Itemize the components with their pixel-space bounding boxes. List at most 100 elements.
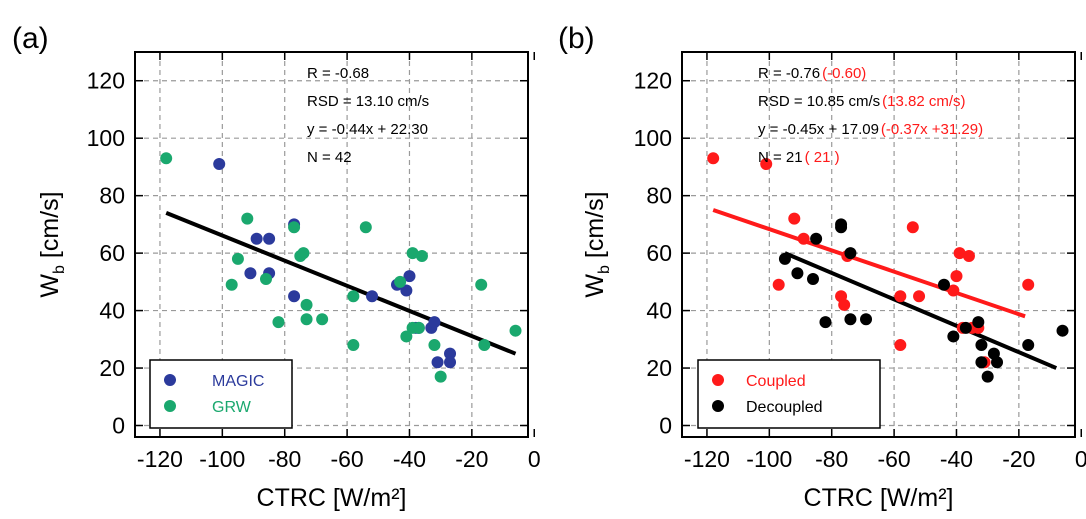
y-tick-label: 20	[99, 355, 125, 381]
data-point-grw	[300, 313, 313, 326]
data-point-decoupled	[991, 356, 1004, 369]
stat-value: N = 42	[307, 149, 352, 166]
data-point-coupled	[894, 290, 907, 303]
data-point-grw	[231, 252, 244, 265]
data-point-grw	[260, 272, 272, 285]
y-tick-label: 60	[646, 240, 672, 266]
stat-line: RSD = 10.85 cm/s (13.82 cm/s)	[758, 93, 966, 110]
data-point-magic	[244, 267, 257, 280]
x-tick-label: -100	[746, 446, 792, 472]
y-tick-label: 100	[87, 125, 125, 151]
stat-extra: (13.82 cm/s)	[882, 93, 965, 110]
data-point-magic	[403, 270, 416, 283]
data-point-grw	[509, 324, 522, 337]
data-point-coupled	[797, 232, 810, 245]
data-point-grw	[400, 330, 413, 343]
plot-frame	[134, 51, 529, 438]
data-point-decoupled	[844, 247, 857, 260]
data-point-decoupled	[807, 272, 819, 285]
data-point-grw	[434, 370, 447, 383]
x-tick-label: -40	[393, 446, 426, 472]
data-point-magic	[444, 356, 457, 369]
data-point-decoupled	[791, 267, 804, 280]
y-axis-label: Wb [cm/s]	[581, 191, 613, 297]
data-point-grw	[225, 278, 238, 291]
panel-b: (b) -120 -100 -80 -60 -40 -20 0 0 20 40 60 80 100 120 C…	[558, 22, 1086, 512]
data-point-coupled	[950, 270, 963, 283]
data-point-magic	[250, 232, 263, 245]
legend-marker-decoupled	[712, 400, 724, 412]
legend-marker-grw	[164, 400, 176, 412]
fit-line	[165, 211, 517, 356]
stat-value: y = -0.45x + 17.09	[758, 121, 879, 138]
stat-value: N = 21	[758, 149, 803, 166]
data-point-decoupled	[947, 330, 960, 343]
data-point-decoupled	[778, 252, 791, 265]
data-point-coupled	[788, 212, 801, 225]
data-point-decoupled	[975, 339, 988, 352]
x-tick-label: -80	[268, 446, 301, 472]
x-tick-label: -20	[455, 446, 488, 472]
legend: Coupled Decoupled	[697, 359, 881, 429]
y-tick-label: 0	[659, 413, 672, 439]
stat-value: R = -0.68	[307, 65, 369, 82]
data-point-magic	[400, 284, 413, 297]
legend-label-grw: GRW	[212, 399, 252, 416]
x-tick-label: -120	[684, 446, 730, 472]
stat-line: R = -0.68	[307, 65, 369, 82]
data-point-grw	[475, 278, 488, 291]
x-tick-label: -60	[877, 446, 910, 472]
data-point-coupled	[947, 284, 960, 297]
data-point-grw	[297, 247, 310, 260]
fit-line	[784, 251, 1058, 370]
stat-line: N = 42	[307, 149, 352, 166]
y-tick-label: 80	[99, 183, 125, 209]
legend-marker-coupled	[712, 374, 724, 386]
legend-marker-magic	[164, 374, 176, 386]
x-tick-label: -60	[330, 446, 363, 472]
x-tick-label: -20	[1002, 446, 1035, 472]
data-point-coupled	[894, 339, 907, 352]
data-point-coupled	[772, 278, 785, 291]
y-tick-label: 80	[646, 183, 672, 209]
stat-value: R = -0.76	[758, 65, 820, 82]
y-axis-label: Wb [cm/s]	[36, 191, 68, 297]
data-point-grw	[478, 339, 491, 352]
data-point-grw	[347, 290, 360, 303]
y-axis-label-main: W	[581, 274, 609, 298]
legend-box	[149, 359, 293, 429]
stat-extra: ( 21 )	[805, 149, 840, 166]
panel-label: (b)	[558, 22, 595, 55]
data-point-coupled	[913, 290, 926, 303]
stat-line: RSD = 13.10 cm/s	[307, 93, 429, 110]
data-point-decoupled	[835, 218, 848, 231]
data-point-decoupled	[844, 313, 857, 326]
data-point-decoupled	[959, 321, 972, 334]
y-tick-label: 0	[112, 413, 125, 439]
x-tick-label: -100	[199, 446, 245, 472]
data-point-grw	[347, 339, 360, 352]
legend-box	[697, 359, 881, 429]
data-point-coupled	[962, 249, 975, 262]
stat-line: y = -0.44x + 22.30	[307, 121, 428, 138]
panel-label: (a)	[12, 22, 49, 55]
data-point-grw	[272, 316, 285, 329]
fit-line	[712, 208, 1026, 319]
x-tick-label: 0	[528, 446, 541, 472]
x-tick-label: -80	[815, 446, 848, 472]
data-point-decoupled	[975, 356, 988, 369]
legend-label-coupled: Coupled	[746, 373, 806, 390]
data-point-decoupled	[938, 278, 950, 291]
legend-label-decoupled: Decoupled	[746, 399, 823, 416]
x-axis-label: CTRC [W/m²]	[804, 484, 954, 512]
stat-extra: (-0.60)	[822, 65, 866, 82]
y-axis-label-main: W	[36, 274, 64, 298]
plot-frame	[681, 51, 1076, 438]
data-point-decoupled	[819, 316, 832, 329]
stat-value: RSD = 13.10 cm/s	[307, 93, 429, 110]
x-axis-label: CTRC [W/m²]	[257, 484, 407, 512]
data-point-grw	[300, 298, 313, 311]
y-axis-label-subscript: b	[596, 265, 613, 274]
stat-line: R = -0.76 (-0.60)	[758, 65, 866, 82]
